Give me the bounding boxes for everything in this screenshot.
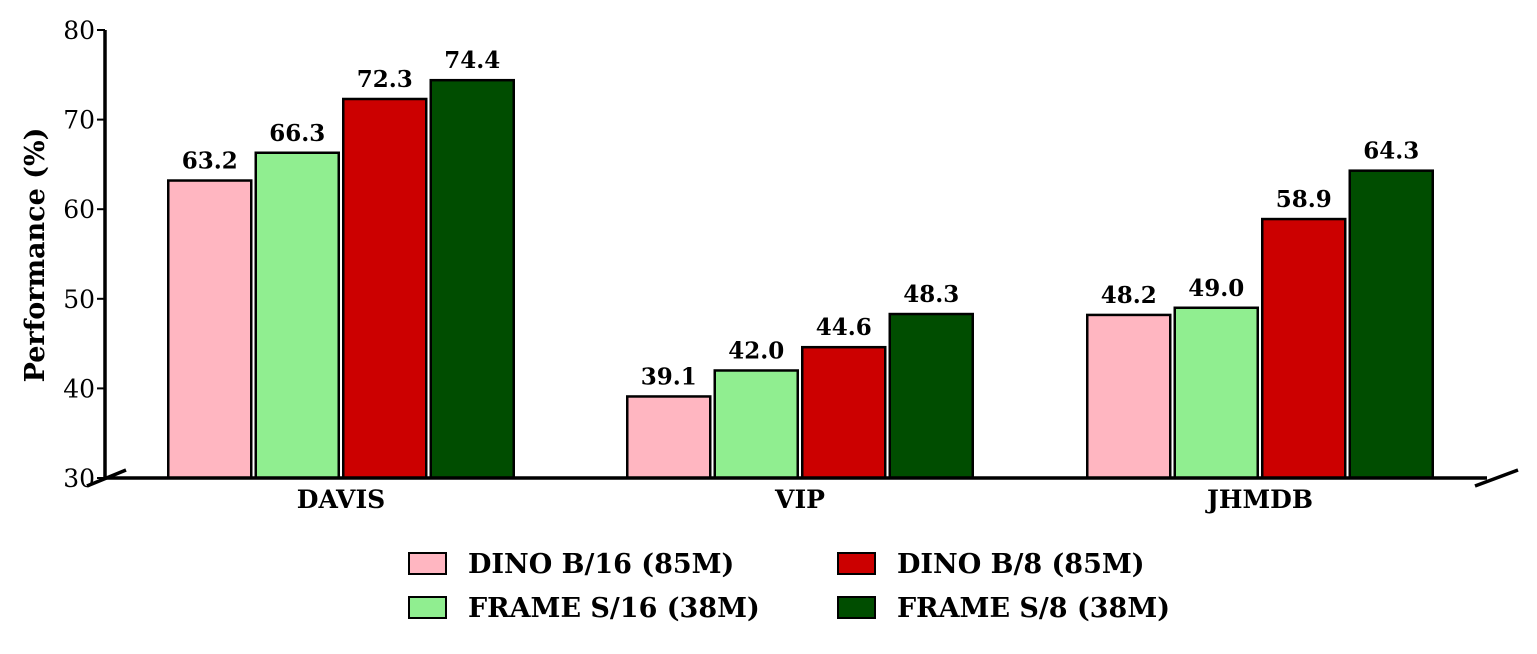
legend-swatch (408, 596, 447, 619)
bar (626, 395, 712, 480)
data-label: 58.9 (1276, 186, 1332, 213)
data-label: 42.0 (728, 337, 784, 364)
axis-break-mark-right (1474, 468, 1519, 488)
x-tick-label: JHMDB (1205, 485, 1313, 514)
bar (1086, 313, 1172, 480)
x-tick-label: VIP (774, 485, 825, 514)
bar (801, 345, 887, 480)
y-tick-label: 30 (63, 464, 95, 493)
data-label: 74.4 (444, 47, 500, 74)
axes (86, 30, 1519, 488)
y-axis-ticks: 30 40 50 60 70 80 (63, 16, 105, 493)
bar (1348, 169, 1434, 480)
legend-swatch (837, 596, 876, 619)
legend-label: DINO B/8 (85M) (897, 549, 1145, 580)
y-tick-label: 50 (63, 285, 95, 314)
bar (167, 179, 253, 480)
data-label: 44.6 (816, 314, 872, 341)
axis-break-mark-left (86, 468, 127, 488)
bar (888, 312, 974, 480)
y-axis-label: Performance (%) (20, 128, 51, 383)
data-label: 39.1 (641, 363, 697, 390)
legend: DINO B/16 (85M) FRAME S/16 (38M) DINO B/8 … (408, 549, 1170, 624)
category-labels: DAVIS VIP JHMDB (297, 485, 1313, 514)
legend-label: DINO B/16 (85M) (468, 549, 734, 580)
legend-label: FRAME S/8 (38M) (897, 593, 1170, 624)
y-tick-label: 60 (63, 195, 95, 224)
legend-swatch (408, 552, 447, 575)
data-label: 72.3 (357, 66, 413, 93)
bar (713, 369, 799, 480)
bar (1261, 217, 1347, 480)
value-labels-group: 63.2 39.1 48.2 66.3 42.0 49.0 72.3 44.6 58.9 74.4… (182, 47, 1420, 390)
bar (254, 151, 340, 480)
bar (429, 78, 515, 480)
bars-group (167, 78, 1434, 480)
legend-label: FRAME S/16 (38M) (468, 593, 760, 624)
y-tick-label: 80 (63, 16, 95, 45)
x-tick-label: DAVIS (297, 485, 385, 514)
data-label: 66.3 (269, 120, 325, 147)
y-tick-label: 70 (63, 106, 95, 135)
data-label: 63.2 (182, 148, 238, 175)
bar (342, 97, 428, 480)
y-tick-label: 40 (63, 374, 95, 403)
legend-swatch (837, 552, 876, 575)
data-label: 48.3 (903, 281, 959, 308)
bar (1173, 306, 1259, 480)
data-label: 64.3 (1363, 138, 1419, 165)
data-label: 48.2 (1101, 282, 1157, 309)
data-label: 49.0 (1188, 275, 1244, 302)
